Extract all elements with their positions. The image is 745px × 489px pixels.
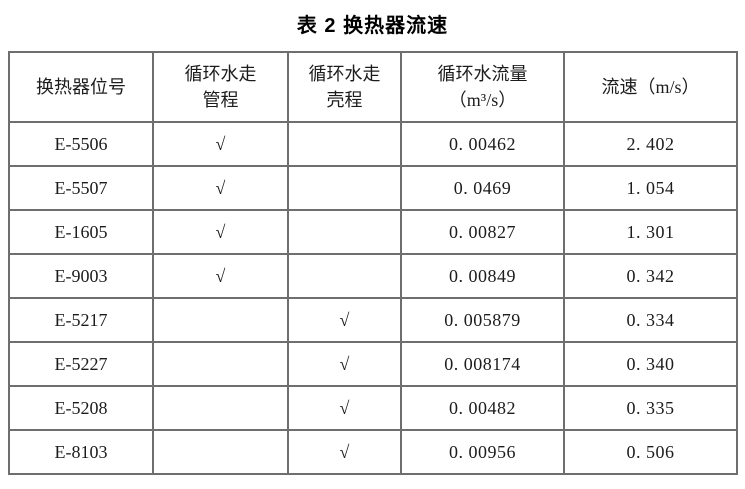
page-title: 表 2 换热器流速 xyxy=(296,15,449,37)
cell-exchanger-tag: E-5506 xyxy=(8,121,154,167)
cell-exchanger-tag: E-5217 xyxy=(8,297,154,343)
table-row: E-5217 √ 0. 005879 0. 334 xyxy=(8,297,738,343)
cell-tube-side-check: √ xyxy=(152,165,289,211)
header-row: 换热器位号 循环水走 管程 循环水走 壳程 循环水流量 （m³/s） 流速（m/… xyxy=(8,51,738,123)
cell-exchanger-tag: E-8103 xyxy=(8,429,154,475)
cell-tube-side-check: √ xyxy=(152,253,289,299)
table-row: E-5507 √ 0. 0469 1. 054 xyxy=(8,165,738,211)
cell-shell-side-check xyxy=(287,209,402,255)
table-row: E-1605 √ 0. 00827 1. 301 xyxy=(8,209,738,255)
cell-flow-rate: 0. 00462 xyxy=(400,121,565,167)
cell-flow-rate: 0. 0469 xyxy=(400,165,565,211)
cell-flow-rate: 0. 00849 xyxy=(400,253,565,299)
cell-velocity: 0. 334 xyxy=(563,297,738,343)
table-row: E-5506 √ 0. 00462 2. 402 xyxy=(8,121,738,167)
cell-shell-side-check xyxy=(287,121,402,167)
cell-velocity: 2. 402 xyxy=(563,121,738,167)
cell-tube-side-check: √ xyxy=(152,121,289,167)
table-row: E-5208 √ 0. 00482 0. 335 xyxy=(8,385,738,431)
header-exchanger-tag: 换热器位号 xyxy=(8,51,154,123)
cell-tube-side-check xyxy=(152,429,289,475)
header-label: 循环水走 xyxy=(184,63,257,84)
cell-shell-side-check: √ xyxy=(287,429,402,475)
cell-flow-rate: 0. 00827 xyxy=(400,209,565,255)
cell-flow-rate: 0. 00956 xyxy=(400,429,565,475)
cell-exchanger-tag: E-1605 xyxy=(8,209,154,255)
header-label: （m³/s） xyxy=(448,90,517,110)
cell-shell-side-check: √ xyxy=(287,297,402,343)
cell-tube-side-check xyxy=(152,297,289,343)
cell-exchanger-tag: E-5507 xyxy=(8,165,154,211)
header-flow-rate: 循环水流量 （m³/s） xyxy=(400,51,565,123)
table-row: E-9003 √ 0. 00849 0. 342 xyxy=(8,253,738,299)
cell-exchanger-tag: E-5227 xyxy=(8,341,154,387)
cell-shell-side-check: √ xyxy=(287,385,402,431)
table-row: E-8103 √ 0. 00956 0. 506 xyxy=(8,429,738,475)
cell-velocity: 1. 054 xyxy=(563,165,738,211)
cell-tube-side-check xyxy=(152,341,289,387)
header-label: 管程 xyxy=(202,90,239,110)
header-label: 流速（m/s） xyxy=(601,76,700,97)
header-label: 循环水走 xyxy=(308,63,381,84)
cell-shell-side-check xyxy=(287,165,402,211)
heat-exchanger-flow-table: 换热器位号 循环水走 管程 循环水走 壳程 循环水流量 （m³/s） 流速（m/… xyxy=(8,51,738,475)
cell-shell-side-check: √ xyxy=(287,341,402,387)
header-velocity: 流速（m/s） xyxy=(563,51,738,123)
cell-flow-rate: 0. 005879 xyxy=(400,297,565,343)
header-shell-side: 循环水走 壳程 xyxy=(287,51,402,123)
cell-velocity: 0. 342 xyxy=(563,253,738,299)
cell-flow-rate: 0. 00482 xyxy=(400,385,565,431)
header-label: 换热器位号 xyxy=(36,76,126,97)
cell-tube-side-check: √ xyxy=(152,209,289,255)
cell-exchanger-tag: E-5208 xyxy=(8,385,154,431)
cell-flow-rate: 0. 008174 xyxy=(400,341,565,387)
header-label: 循环水流量 xyxy=(437,63,528,84)
table-row: E-5227 √ 0. 008174 0. 340 xyxy=(8,341,738,387)
cell-velocity: 0. 340 xyxy=(563,341,738,387)
cell-exchanger-tag: E-9003 xyxy=(8,253,154,299)
cell-shell-side-check xyxy=(287,253,402,299)
cell-velocity: 1. 301 xyxy=(563,209,738,255)
cell-tube-side-check xyxy=(152,385,289,431)
cell-velocity: 0. 506 xyxy=(563,429,738,475)
header-tube-side: 循环水走 管程 xyxy=(152,51,289,123)
cell-velocity: 0. 335 xyxy=(563,385,738,431)
header-label: 壳程 xyxy=(326,90,363,110)
